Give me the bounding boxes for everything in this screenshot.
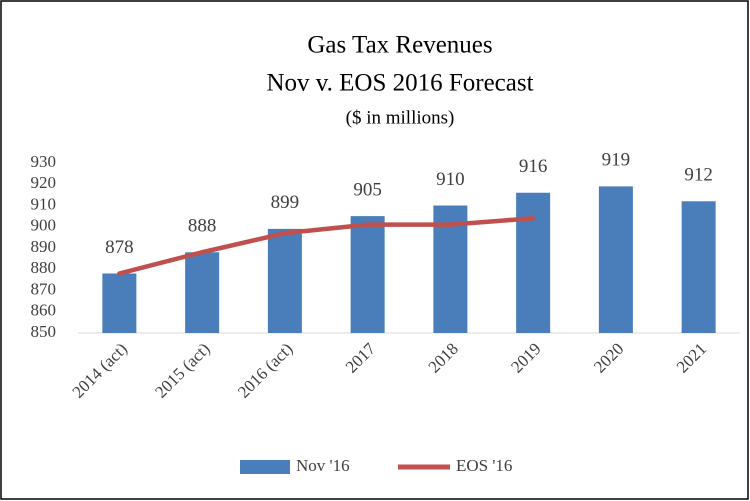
line bbox=[117, 216, 536, 276]
bar bbox=[598, 186, 633, 333]
y-tick-label: 910 bbox=[31, 194, 57, 213]
y-tick-label: 870 bbox=[31, 279, 57, 298]
data-label: 919 bbox=[602, 150, 631, 171]
data-label: 878 bbox=[105, 237, 134, 258]
data-label: 916 bbox=[519, 156, 548, 177]
data-label: 905 bbox=[353, 179, 382, 200]
legend-swatch bbox=[240, 460, 290, 474]
chart-subtitle: Nov v. EOS 2016 Forecast bbox=[266, 70, 533, 97]
y-tick-label: 930 bbox=[31, 152, 57, 171]
y-tick-label: 920 bbox=[31, 173, 57, 192]
bar bbox=[350, 216, 385, 333]
data-label: 912 bbox=[684, 165, 713, 186]
y-tick-label: 900 bbox=[31, 216, 57, 235]
bar bbox=[267, 228, 302, 333]
y-tick-label: 890 bbox=[31, 237, 57, 256]
legend-label: Nov '16 bbox=[296, 456, 350, 475]
chart-title: Gas Tax Revenues bbox=[307, 32, 492, 59]
bar bbox=[102, 273, 137, 333]
bar bbox=[516, 192, 551, 333]
bar bbox=[185, 252, 220, 333]
data-label: 910 bbox=[436, 169, 465, 190]
y-tick-label: 860 bbox=[31, 301, 57, 320]
legend-label: EOS '16 bbox=[456, 456, 512, 475]
y-tick-label: 850 bbox=[31, 322, 57, 341]
bar bbox=[681, 201, 716, 333]
data-label: 899 bbox=[271, 192, 300, 213]
data-label: 888 bbox=[188, 216, 217, 237]
y-tick-label: 880 bbox=[31, 258, 57, 277]
chart-units: ($ in millions) bbox=[346, 107, 455, 128]
